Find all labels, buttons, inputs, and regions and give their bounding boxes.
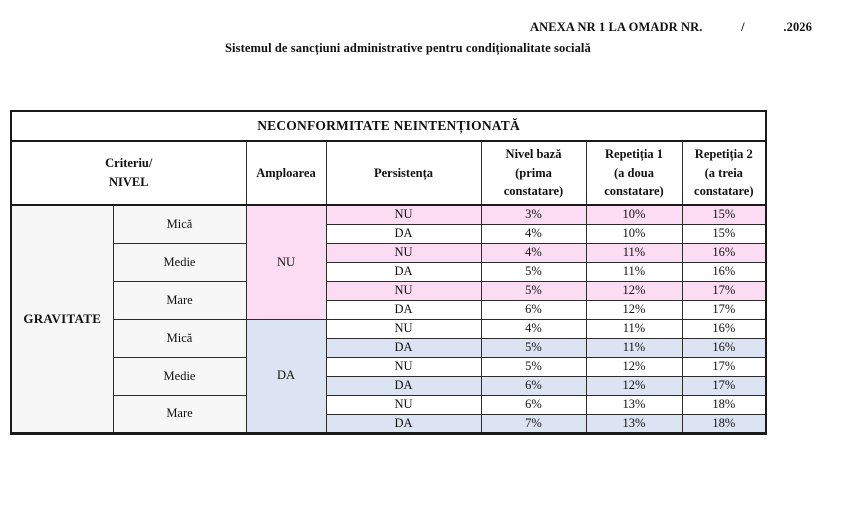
table-title: NECONFORMITATE NEINTENȚIONATĂ xyxy=(10,110,767,142)
table-row: DA 5% 11% 16% xyxy=(11,337,767,358)
persistenta-cell: NU xyxy=(325,394,482,415)
annex-year: .2026 xyxy=(783,20,812,34)
percent-cell: 12% xyxy=(585,299,683,320)
amploarea-cell: DA xyxy=(245,318,327,434)
percent-cell: 5% xyxy=(480,261,587,282)
persistenta-cell: DA xyxy=(325,375,482,396)
percent-cell: 6% xyxy=(480,375,587,396)
persistenta-cell: NU xyxy=(325,242,482,263)
header-criteriu-nivel: Criteriu/ NIVEL xyxy=(10,140,247,206)
percent-cell: 7% xyxy=(480,413,587,434)
percent-cell: 10% xyxy=(585,204,683,225)
table-row: DA 6% 12% 17% xyxy=(11,375,767,396)
percent-cell: 11% xyxy=(585,318,683,339)
percent-cell: 15% xyxy=(681,204,767,225)
gravity-label-cell: GRAVITATE xyxy=(10,204,114,434)
percent-cell: 18% xyxy=(681,394,767,415)
percent-cell: 11% xyxy=(585,242,683,263)
percent-cell: 4% xyxy=(480,242,587,263)
persistenta-cell: DA xyxy=(325,299,482,320)
percent-cell: 16% xyxy=(681,318,767,339)
table-row: Mare NU 5% 12% 17% xyxy=(11,280,767,320)
percent-cell: 12% xyxy=(585,356,683,377)
percent-cell: 13% xyxy=(585,413,683,434)
table-row: DA 6% 12% 17% xyxy=(11,299,767,320)
persistenta-cell: DA xyxy=(325,337,482,358)
percent-cell: 5% xyxy=(480,356,587,377)
percent-cell: 4% xyxy=(480,318,587,339)
table-row: Mică DA NU 4% 11% 16% xyxy=(11,318,767,434)
persistenta-cell: NU xyxy=(325,318,482,339)
percent-cell: 3% xyxy=(480,204,587,225)
persistenta-cell: NU xyxy=(325,356,482,377)
persistenta-cell: DA xyxy=(325,413,482,434)
header-nivel-baza: Nivel bază (prima constatare) xyxy=(480,140,587,206)
header-amploarea: Amploarea xyxy=(245,140,327,206)
table-row: DA 4% 10% 15% xyxy=(11,223,767,244)
annex-slash: / xyxy=(741,20,745,34)
nivel-cell: Mică xyxy=(112,318,247,358)
percent-cell: 5% xyxy=(480,280,587,301)
percent-cell: 13% xyxy=(585,394,683,415)
nivel-cell: Medie xyxy=(112,242,247,282)
percent-cell: 16% xyxy=(681,261,767,282)
amploarea-cell: NU xyxy=(245,204,327,320)
percent-cell: 17% xyxy=(681,375,767,396)
percent-cell: 17% xyxy=(681,299,767,320)
percent-cell: 18% xyxy=(681,413,767,434)
percent-cell: 12% xyxy=(585,375,683,396)
persistenta-cell: NU xyxy=(325,204,482,225)
table-row: Medie NU 5% 12% 17% xyxy=(11,356,767,396)
percent-cell: 5% xyxy=(480,337,587,358)
annex-label: ANEXA NR 1 LA OMADR NR. xyxy=(530,20,703,34)
percent-cell: 16% xyxy=(681,242,767,263)
persistenta-cell: NU xyxy=(325,280,482,301)
nivel-cell: Medie xyxy=(112,356,247,396)
percent-cell: 17% xyxy=(681,356,767,377)
table-row: GRAVITATE Mică NU NU 3% 10% 15% xyxy=(10,204,767,434)
sanctions-table-body: GRAVITATE Mică NU NU 3% 10% 15% DA 4% 10% 15% Medie… xyxy=(10,204,767,434)
nivel-cell: Mică xyxy=(112,204,247,244)
table-title-row: NECONFORMITATE NEINTENȚIONATĂ xyxy=(10,110,767,142)
persistenta-cell: DA xyxy=(325,261,482,282)
header-repetitia-1: Repetiția 1 (a doua constatare) xyxy=(585,140,683,206)
percent-cell: 4% xyxy=(480,223,587,244)
percent-cell: 17% xyxy=(681,280,767,301)
table-row: Mare NU 6% 13% 18% xyxy=(11,394,767,434)
nivel-cell: Mare xyxy=(112,394,247,434)
percent-cell: 16% xyxy=(681,337,767,358)
percent-cell: 15% xyxy=(681,223,767,244)
persistenta-cell: DA xyxy=(325,223,482,244)
annex-reference: ANEXA NR 1 LA OMADR NR. / .2026 xyxy=(530,20,812,35)
table-header-row: Criteriu/ NIVEL Amploarea Persistența Ni… xyxy=(10,140,767,206)
page-subtitle: Sistemul de sancțiuni administrative pen… xyxy=(225,41,591,55)
header-repetitia-2: Repetiția 2 (a treia constatare) xyxy=(681,140,767,206)
table-row: Medie NU 4% 11% 16% xyxy=(11,242,767,282)
nivel-cell: Mare xyxy=(112,280,247,320)
percent-cell: 6% xyxy=(480,394,587,415)
percent-cell: 11% xyxy=(585,261,683,282)
table-row: DA 7% 13% 18% xyxy=(11,413,767,434)
header-persistenta: Persistența xyxy=(325,140,482,206)
percent-cell: 6% xyxy=(480,299,587,320)
percent-cell: 12% xyxy=(585,280,683,301)
percent-cell: 10% xyxy=(585,223,683,244)
sanctions-table: NECONFORMITATE NEINTENȚIONATĂ Criteriu/ … xyxy=(10,110,768,435)
percent-cell: 11% xyxy=(585,337,683,358)
